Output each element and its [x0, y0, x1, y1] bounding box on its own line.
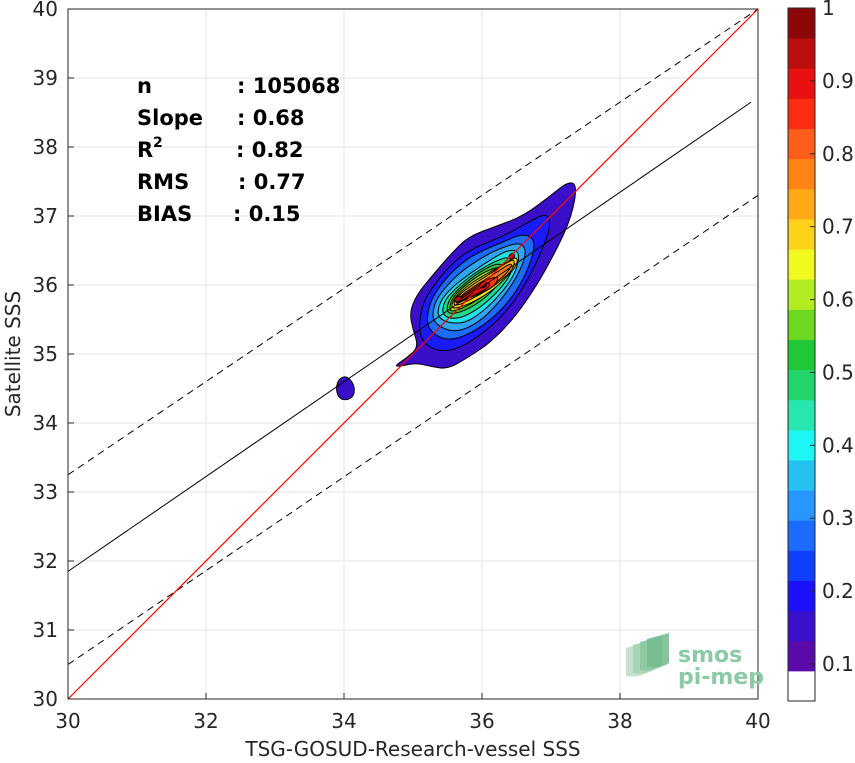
x-tick-label: 38	[607, 709, 632, 733]
colorbar-tick-label: 0.7	[822, 215, 854, 239]
logo-wave	[647, 633, 669, 668]
stat-key: Slope	[137, 106, 203, 130]
y-tick-label: 36	[33, 273, 58, 297]
colorbar-band	[788, 550, 815, 581]
stat-key: RMS	[137, 170, 189, 194]
colorbar-band	[788, 249, 815, 280]
stat-value: : 0.68	[237, 106, 305, 130]
y-tick-label: 32	[33, 549, 58, 573]
colorbar-tick-label: 1	[822, 0, 835, 20]
reference-lines	[67, 8, 759, 700]
logo-text-smos: smos	[678, 643, 742, 668]
colorbar: 0.1 0.2 0.3 0.4 0.5 0.6 0.7 0.8 0.9 1	[787, 0, 854, 702]
colorbar-tick-label: 0.5	[822, 360, 854, 384]
colorbar-frame	[787, 7, 816, 702]
stat-key: BIAS	[137, 202, 192, 226]
y-tick-label: 35	[33, 342, 58, 366]
y-tick-label: 33	[33, 480, 58, 504]
colorbar-band	[788, 8, 815, 39]
colorbar-band	[788, 279, 815, 310]
y-tick-label: 39	[33, 66, 58, 90]
colorbar-band	[788, 459, 815, 491]
logo-text-pi-mep: pi-mep	[678, 665, 764, 690]
stat-value: : 105068	[237, 74, 340, 98]
colorbar-band	[788, 339, 815, 371]
colorbar-band	[788, 68, 815, 99]
colorbar-band	[788, 158, 815, 190]
stat-key: R	[137, 138, 153, 162]
colorbar-band	[788, 218, 815, 250]
stat-key-superscript: 2	[153, 135, 163, 151]
axis-ticks: 30 32 34 36 38 40 30 31 32 33 34 35 36 37 38 39 40	[33, 0, 771, 733]
contour-level-16	[336, 376, 355, 401]
colorbar-tick-label: 0.6	[822, 288, 854, 312]
regression-line	[67, 101, 752, 572]
colorbar-band	[788, 610, 815, 642]
stat-value: : 0.82	[236, 138, 304, 162]
colorbar-band	[788, 640, 815, 672]
lower-bound-line	[67, 194, 759, 665]
colorbar-band	[788, 98, 815, 130]
x-tick-label: 32	[193, 709, 218, 733]
stat-value: : 0.77	[238, 170, 306, 194]
colorbar-tick-label: 0.2	[822, 579, 854, 603]
upper-bound-line	[67, 8, 759, 476]
colorbar-tick-label: 0.4	[822, 433, 854, 457]
colorbar-band	[788, 38, 815, 69]
colorbar-band	[788, 580, 815, 612]
colorbar-band	[788, 128, 815, 160]
colorbar-band	[788, 369, 815, 401]
stats-panel: n : 105068 Slope : 0.68 R 2 : 0.82 RMS : 0.77 BIA…	[137, 74, 340, 226]
one-to-one-line	[67, 8, 759, 700]
y-tick-label: 34	[33, 411, 58, 435]
colorbar-tick-label: 0.8	[822, 142, 854, 166]
contour-level-13	[453, 295, 463, 303]
x-tick-label: 30	[55, 709, 80, 733]
y-tick-label: 38	[33, 135, 58, 159]
colorbar-tick-label: 0.1	[822, 652, 854, 676]
y-tick-label: 40	[33, 0, 58, 21]
stat-value: : 0.15	[233, 202, 301, 226]
colorbar-band	[788, 188, 815, 220]
x-tick-label: 40	[745, 709, 770, 733]
y-tick-label: 31	[33, 618, 58, 642]
colorbar-band	[788, 670, 815, 702]
x-axis-label: TSG-GOSUD-Research-vessel SSS	[244, 737, 580, 761]
x-tick-label: 36	[469, 709, 494, 733]
colorbar-band	[788, 520, 815, 551]
y-axis-label: Satellite SSS	[1, 291, 25, 417]
colorbar-tick-label: 0.3	[822, 506, 854, 530]
colorbar-band	[788, 309, 815, 340]
colorbar-band	[788, 399, 815, 431]
stat-key: n	[137, 74, 152, 98]
x-tick-label: 34	[331, 709, 356, 733]
y-tick-label: 30	[33, 687, 58, 711]
colorbar-tick-label: 0.9	[822, 69, 854, 93]
colorbar-band	[788, 490, 815, 521]
y-tick-label: 37	[33, 204, 58, 228]
density-contours	[336, 182, 577, 401]
